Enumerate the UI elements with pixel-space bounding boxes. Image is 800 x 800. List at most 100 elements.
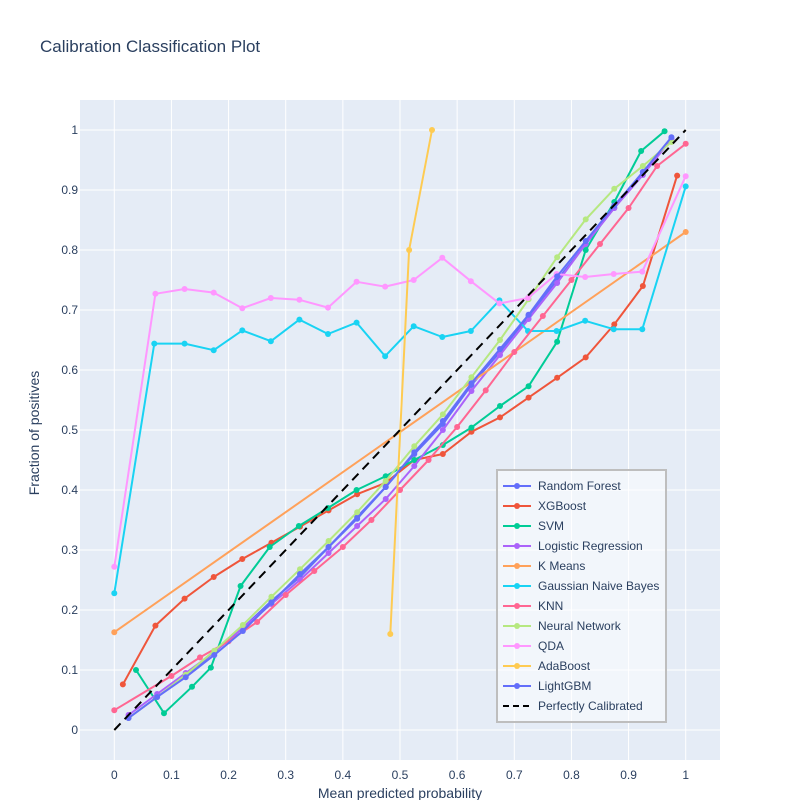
legend-marker [514, 623, 520, 629]
data-point [639, 326, 646, 333]
data-point [239, 556, 246, 562]
legend-marker [514, 543, 520, 549]
data-point [237, 583, 244, 589]
data-point [682, 173, 689, 180]
series-line-qda [113, 175, 687, 567]
data-point [353, 487, 360, 493]
data-point [468, 374, 475, 381]
data-point [111, 707, 118, 714]
y-tick-label: 0.9 [61, 183, 78, 197]
legend: Random Forest XGBoost SVM Logistic Regressi… [496, 469, 667, 723]
data-point [668, 134, 675, 141]
data-point [133, 667, 139, 673]
series-line-gaussian-naive-bayes [113, 186, 687, 594]
data-point [638, 148, 645, 154]
legend-item[interactable]: QDA [503, 639, 564, 653]
legend-item[interactable]: Neural Network [503, 619, 622, 633]
data-point [354, 515, 361, 522]
legend-label: LightGBM [538, 679, 591, 693]
data-point [111, 563, 118, 570]
data-point [311, 568, 318, 574]
y-axis-ticks: 0 0.1 0.2 0.3 0.4 0.5 0.6 0.7 0.8 0.9 1 [61, 123, 78, 737]
legend-label: SVM [538, 519, 564, 533]
x-tick-label: 0.2 [220, 768, 237, 782]
y-tick-label: 1 [71, 123, 78, 137]
legend-item[interactable]: XGBoost [503, 499, 587, 513]
data-point [554, 338, 561, 345]
data-point [197, 654, 203, 661]
x-tick-label: 0.1 [163, 768, 180, 782]
legend-item[interactable]: Random Forest [503, 479, 621, 493]
data-point [406, 247, 413, 253]
legend-item[interactable]: Gaussian Naive Bayes [503, 579, 659, 593]
legend-item[interactable]: KNN [503, 599, 563, 613]
data-point [554, 374, 561, 381]
data-point [497, 337, 503, 343]
y-axis-title: Fraction of positives [26, 371, 42, 496]
data-point [382, 478, 389, 484]
data-point [467, 278, 474, 285]
y-tick-label: 0.4 [61, 483, 78, 497]
data-point [410, 323, 417, 330]
data-point [239, 622, 246, 628]
legend-item[interactable]: Logistic Regression [503, 539, 643, 553]
data-point [325, 550, 332, 556]
data-point [468, 424, 475, 431]
data-point [411, 457, 418, 463]
legend-item[interactable]: Perfectly Calibrated [503, 699, 643, 713]
legend-marker [514, 583, 520, 589]
data-point [210, 347, 217, 354]
data-point [554, 273, 561, 280]
data-point [682, 140, 689, 147]
data-point [211, 652, 218, 658]
data-point [525, 311, 532, 318]
data-point [297, 571, 303, 577]
legend-item[interactable]: SVM [503, 519, 564, 533]
data-point [468, 380, 475, 387]
data-point [661, 128, 668, 135]
data-point [439, 254, 446, 261]
legend-label: K Means [538, 559, 585, 573]
data-point [267, 295, 274, 301]
series-gaussian-naive-bayes [111, 183, 689, 597]
data-point [353, 278, 360, 285]
y-tick-label: 0.7 [61, 303, 78, 317]
data-point [639, 268, 646, 275]
data-point [539, 313, 546, 319]
data-point [682, 229, 689, 235]
data-point [610, 271, 617, 277]
y-tick-label: 0 [71, 723, 78, 737]
legend-marker [514, 603, 520, 609]
data-point [181, 286, 188, 292]
data-point [151, 340, 158, 347]
legend-label: Random Forest [538, 479, 621, 493]
y-tick-label: 0.5 [61, 423, 78, 437]
data-point [239, 628, 246, 634]
data-point [181, 595, 188, 602]
data-point [439, 411, 446, 418]
series-line-logistic-regression [128, 138, 673, 716]
data-point [387, 631, 394, 637]
legend-item[interactable]: AdaBoost [503, 659, 591, 673]
data-point [181, 340, 188, 347]
data-point [368, 517, 375, 523]
y-tick-label: 0.6 [61, 363, 78, 377]
data-point [154, 694, 161, 700]
data-point [239, 327, 246, 334]
legend-item[interactable]: K Means [503, 559, 585, 573]
data-point [354, 523, 361, 529]
data-point [382, 353, 389, 360]
data-point [382, 496, 389, 502]
legend-item[interactable]: LightGBM [503, 679, 591, 693]
y-tick-label: 0.1 [61, 663, 78, 677]
data-point [211, 647, 218, 654]
data-point [296, 296, 303, 303]
data-point [189, 683, 195, 690]
y-tick-label: 0.8 [61, 243, 78, 257]
data-point [210, 289, 217, 296]
series-xgboost [119, 172, 681, 688]
legend-label: XGBoost [538, 499, 587, 513]
data-point [582, 317, 589, 324]
data-point [411, 443, 418, 450]
